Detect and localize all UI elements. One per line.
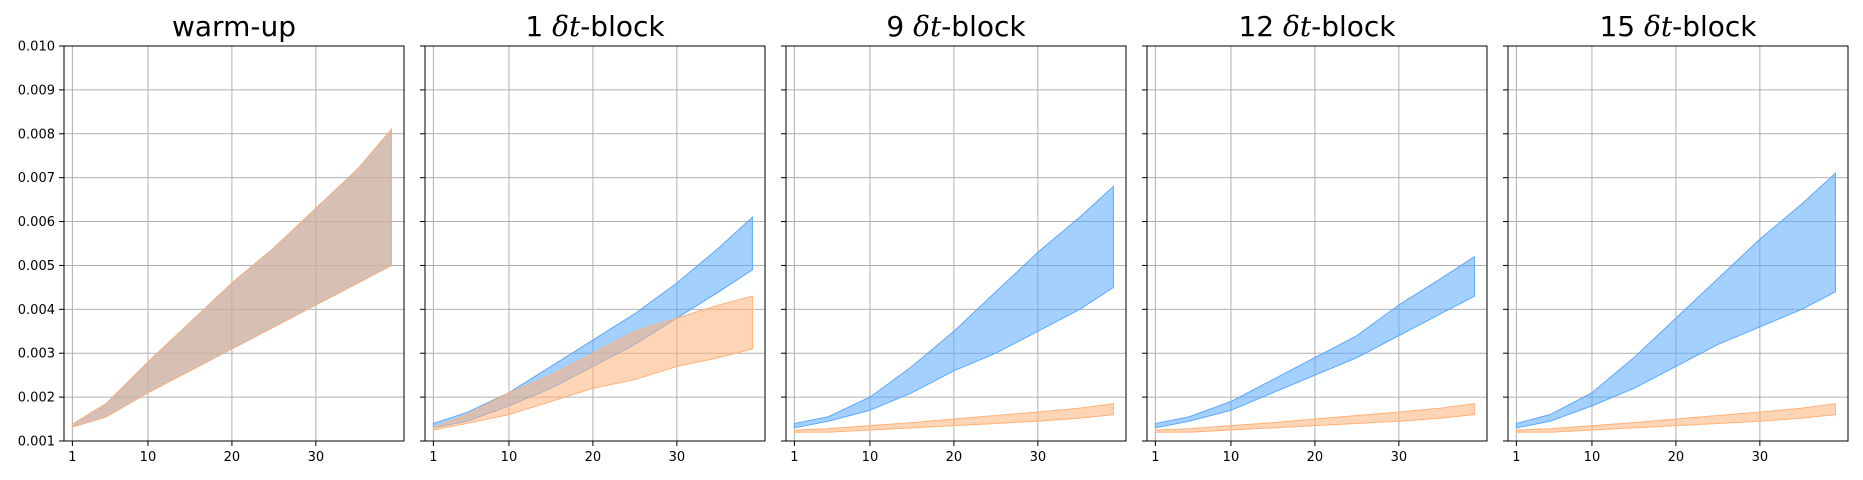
x-tick-label: 20 <box>1668 450 1685 465</box>
axes-frame <box>785 45 1127 442</box>
y-tick-label: 0.010 <box>18 40 55 55</box>
x-tick-label: 30 <box>1752 450 1769 465</box>
y-tick-label: 0.004 <box>18 303 55 318</box>
axes-frame <box>63 45 405 442</box>
y-tick-label: 0.009 <box>18 83 55 98</box>
band-series-0 <box>1515 172 1836 429</box>
panel-2: 1 10 20 30 9 δt-block <box>781 10 1127 465</box>
band-series-0 <box>793 185 1114 429</box>
x-tick-label: 1 <box>429 450 437 465</box>
band-series-1 <box>1515 403 1836 433</box>
band-series-1 <box>793 403 1114 433</box>
panel-0: 1 10 20 30 0.001 0.002 0.003 0.004 0.005 0.006 0.0… <box>18 10 405 465</box>
band-series-1 <box>432 295 753 431</box>
panel-title: 9 δt-block <box>886 10 1026 43</box>
x-tick-label: 10 <box>140 450 157 465</box>
band-series-1 <box>71 128 392 428</box>
y-tick-label: 0.008 <box>18 127 55 142</box>
panel-title: 12 δt-block <box>1238 10 1396 43</box>
x-tick-label: 10 <box>862 450 879 465</box>
y-tick-label: 0.001 <box>18 435 55 450</box>
x-tick-label: 1 <box>68 450 76 465</box>
band-series-0 <box>1154 255 1475 429</box>
panel-1: 1 10 20 30 1 δt-block <box>420 10 766 465</box>
x-tick-label: 10 <box>1223 450 1240 465</box>
x-tick-label: 10 <box>501 450 518 465</box>
x-tick-label: 1 <box>1512 450 1520 465</box>
x-tick-label: 20 <box>946 450 963 465</box>
x-tick-label: 1 <box>1151 450 1159 465</box>
y-tick-label: 0.007 <box>18 171 55 186</box>
y-tick-label: 0.003 <box>18 347 55 362</box>
x-tick-label: 1 <box>790 450 798 465</box>
x-tick-label: 10 <box>1584 450 1601 465</box>
axes-frame <box>1507 45 1849 442</box>
y-tick-label: 0.005 <box>18 259 55 274</box>
y-tick-label: 0.002 <box>18 391 55 406</box>
x-tick-label: 20 <box>224 450 241 465</box>
axes-frame <box>424 45 766 442</box>
x-tick-label: 30 <box>1030 450 1047 465</box>
panel-title: warm-up <box>172 10 296 43</box>
x-tick-label: 30 <box>669 450 686 465</box>
panel-title: 1 δt-block <box>525 10 665 43</box>
panel-title: 15 δt-block <box>1599 10 1757 43</box>
x-tick-label: 20 <box>1307 450 1324 465</box>
y-tick-label: 0.006 <box>18 215 55 230</box>
plot-area <box>1147 46 1487 441</box>
x-tick-label: 30 <box>1391 450 1408 465</box>
band-series-1 <box>1154 403 1475 433</box>
x-tick-label: 30 <box>308 450 325 465</box>
x-tick-label: 20 <box>585 450 602 465</box>
panel-4: 1 10 20 30 15 δt-block <box>1503 10 1849 465</box>
axes-frame <box>1146 45 1488 442</box>
panel-3: 1 10 20 30 12 δt-block <box>1142 10 1488 465</box>
